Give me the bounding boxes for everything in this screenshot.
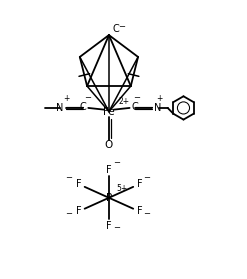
Text: −: − — [133, 93, 140, 103]
Text: Fe: Fe — [103, 107, 115, 117]
Text: F: F — [106, 221, 112, 231]
Text: F: F — [76, 179, 81, 189]
Text: C: C — [79, 102, 86, 112]
Text: F: F — [106, 165, 112, 175]
Text: −: − — [66, 209, 73, 218]
Text: F: F — [76, 206, 81, 217]
Text: F: F — [137, 179, 142, 189]
Text: −: − — [84, 93, 91, 103]
Text: −: − — [66, 173, 73, 182]
Text: O: O — [105, 140, 113, 150]
Text: −: − — [113, 158, 120, 167]
Text: +: + — [157, 94, 163, 103]
Text: −: − — [143, 209, 150, 218]
Text: C: C — [132, 102, 139, 112]
Text: C: C — [113, 24, 119, 34]
Text: F: F — [137, 206, 142, 217]
Text: −: − — [113, 223, 120, 232]
Text: +: + — [63, 94, 69, 103]
Text: N: N — [56, 103, 63, 113]
Text: 5+: 5+ — [116, 184, 127, 193]
Text: N: N — [154, 103, 162, 113]
Text: −: − — [118, 22, 125, 31]
Text: −: − — [143, 173, 150, 182]
Text: 2+: 2+ — [118, 97, 129, 106]
Text: P: P — [106, 193, 112, 203]
